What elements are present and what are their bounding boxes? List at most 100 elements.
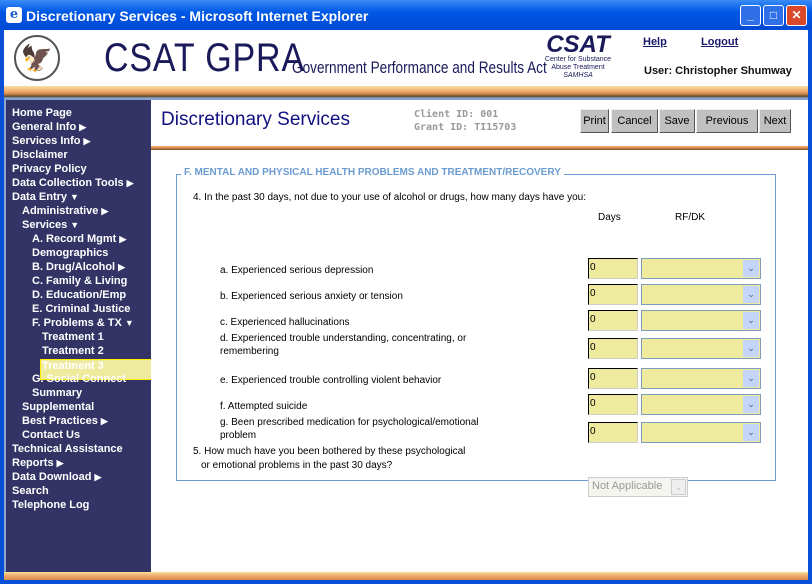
sidebar-item-label: Data Download — [12, 471, 92, 483]
minimize-button[interactable]: _ — [740, 5, 761, 26]
csat-logo-sub: Center for Substance — [544, 56, 612, 63]
footer-stripe — [4, 572, 808, 580]
rfdk-select[interactable]: ⌄ — [641, 338, 761, 359]
submenu-arrow-icon: ▶ — [118, 262, 126, 272]
sidebar-item[interactable]: Treatment 3 — [40, 359, 160, 380]
sidebar-item[interactable]: Data Download ▶ — [12, 471, 101, 483]
sidebar-item-label: Supplemental — [22, 401, 95, 413]
sidebar-item[interactable]: Summary — [32, 387, 82, 399]
header: 🦅 CSAT GPRA Government Performance and R… — [4, 30, 808, 86]
sidebar-item[interactable]: C. Family & Living — [32, 275, 127, 287]
logout-link[interactable]: Logout — [701, 36, 739, 48]
record-ids: Client ID: 001 Grant ID: TI15703 — [414, 108, 516, 134]
sidebar-item[interactable]: A. Record Mgmt ▶ — [32, 233, 126, 245]
grant-id: Grant ID: TI15703 — [414, 122, 517, 133]
sidebar-item[interactable]: Treatment 2 — [42, 345, 104, 357]
sidebar-item-label: Privacy Policy — [12, 163, 87, 175]
section-title: F. MENTAL AND PHYSICAL HEALTH PROBLEMS A… — [181, 167, 564, 178]
expanded-arrow-icon: ▼ — [124, 318, 134, 328]
sidebar-item-label: G. Social Connect — [32, 373, 127, 385]
help-link[interactable]: Help — [643, 36, 667, 48]
sidebar-item-label: B. Drug/Alcohol — [32, 261, 116, 273]
sidebar-item[interactable]: Search — [12, 485, 49, 497]
sidebar-item-label: Telephone Log — [12, 499, 90, 511]
sidebar-item[interactable]: Privacy Policy — [12, 163, 87, 175]
chevron-down-icon: ⌄ — [743, 424, 759, 441]
sidebar-item[interactable]: Data Entry ▼ — [12, 191, 79, 203]
sidebar-item[interactable]: Data Collection Tools ▶ — [12, 177, 134, 189]
rfdk-select[interactable]: ⌄ — [641, 368, 761, 389]
sidebar-item[interactable]: Telephone Log — [12, 499, 89, 511]
rfdk-select[interactable]: ⌄ — [641, 284, 761, 305]
sidebar-item[interactable]: Best Practices ▶ — [22, 415, 108, 427]
save-button[interactable]: Save — [659, 109, 695, 133]
rfdk-select[interactable]: ⌄ — [641, 394, 761, 415]
submenu-arrow-icon: ▶ — [101, 206, 109, 216]
sidebar-item[interactable]: D. Education/Emp — [32, 289, 126, 301]
sidebar-item-label: Treatment 2 — [42, 345, 104, 357]
days-input[interactable]: 0 — [588, 310, 638, 331]
sidebar-item[interactable]: E. Criminal Justice — [32, 303, 130, 315]
sidebar-item[interactable]: Services Info ▶ — [12, 135, 90, 147]
q5-select[interactable]: Not Applicable ⌄ — [588, 477, 688, 497]
sidebar-item-label: Contact Us — [22, 429, 81, 441]
days-input[interactable]: 0 — [588, 258, 638, 279]
days-input[interactable]: 0 — [588, 284, 638, 305]
sidebar-item-label: Demographics — [32, 247, 109, 259]
title-bar: e Discretionary Services - Microsoft Int… — [0, 0, 812, 30]
sidebar-item[interactable]: F. Problems & TX ▼ — [32, 317, 134, 329]
sidebar-item[interactable]: Services ▼ — [22, 219, 79, 231]
sidebar-item[interactable]: Administrative ▶ — [22, 205, 108, 217]
sidebar-item-label: Reports — [12, 457, 54, 469]
sidebar-item-label: Disclaimer — [12, 149, 68, 161]
app-subtitle: Government Performance and Results Act — [292, 58, 547, 77]
sidebar-item[interactable]: Home Page — [12, 107, 72, 119]
rfdk-header: RF/DK — [675, 212, 705, 223]
question-row-label: g. Been prescribed medication for psycho… — [220, 417, 479, 441]
sidebar-item[interactable]: General Info ▶ — [12, 121, 86, 133]
chevron-down-icon: ⌄ — [743, 312, 759, 329]
sidebar-item[interactable]: Demographics — [32, 247, 108, 259]
sidebar-item[interactable]: Treatment 1 — [42, 331, 104, 343]
sidebar-item-label: Treatment 1 — [42, 331, 104, 343]
csat-logo-sub: Abuse Treatment — [551, 64, 605, 71]
sidebar-item[interactable]: G. Social Connect — [32, 373, 126, 385]
sidebar-item-label: Services Info — [12, 135, 81, 147]
sidebar-item-label: E. Criminal Justice — [32, 303, 131, 315]
page-title: Discretionary Services — [161, 109, 350, 130]
days-input[interactable]: 0 — [588, 394, 638, 415]
chevron-down-icon: ⌄ — [743, 260, 759, 277]
question-4: 4. In the past 30 days, not due to your … — [193, 192, 587, 203]
sidebar-item[interactable]: Supplemental — [22, 401, 94, 413]
sidebar-item-label: Data Collection Tools — [12, 177, 124, 189]
ie-icon: e — [6, 7, 22, 23]
sidebar-item[interactable]: Technical Assistance — [12, 443, 123, 455]
print-button[interactable]: Print — [580, 109, 609, 133]
maximize-button[interactable]: □ — [763, 5, 784, 26]
close-button[interactable]: ✕ — [786, 5, 807, 26]
sidebar-item-label: Technical Assistance — [12, 443, 123, 455]
question-row-label: c. Experienced hallucinations — [220, 317, 350, 328]
next-button[interactable]: Next — [759, 109, 791, 133]
cancel-button[interactable]: Cancel — [611, 109, 658, 133]
days-input[interactable]: 0 — [588, 338, 638, 359]
expanded-arrow-icon: ▼ — [70, 192, 79, 202]
rfdk-select[interactable]: ⌄ — [641, 422, 761, 443]
sidebar-item-label: Search — [12, 485, 49, 497]
sidebar-item[interactable]: B. Drug/Alcohol ▶ — [32, 261, 125, 273]
days-input[interactable]: 0 — [588, 422, 638, 443]
hhs-seal-logo: 🦅 — [14, 35, 60, 81]
main-content: Discretionary Services Client ID: 001 Gr… — [151, 100, 808, 572]
sidebar-nav: Home Page General Info ▶ Services Info ▶ Disc… — [4, 100, 160, 572]
sidebar-item-label: General Info — [12, 121, 77, 133]
sidebar-item[interactable]: Reports ▶ — [12, 457, 63, 469]
days-input[interactable]: 0 — [588, 368, 638, 389]
sidebar-item[interactable]: Contact Us — [22, 429, 80, 441]
rfdk-select[interactable]: ⌄ — [641, 258, 761, 279]
rfdk-select[interactable]: ⌄ — [641, 310, 761, 331]
question-row-label: a. Experienced serious depression — [220, 265, 374, 276]
submenu-arrow-icon: ▶ — [100, 416, 108, 426]
previous-button[interactable]: Previous — [696, 109, 758, 133]
question-row-label: d. Experienced trouble understanding, co… — [220, 333, 467, 357]
sidebar-item[interactable]: Disclaimer — [12, 149, 68, 161]
